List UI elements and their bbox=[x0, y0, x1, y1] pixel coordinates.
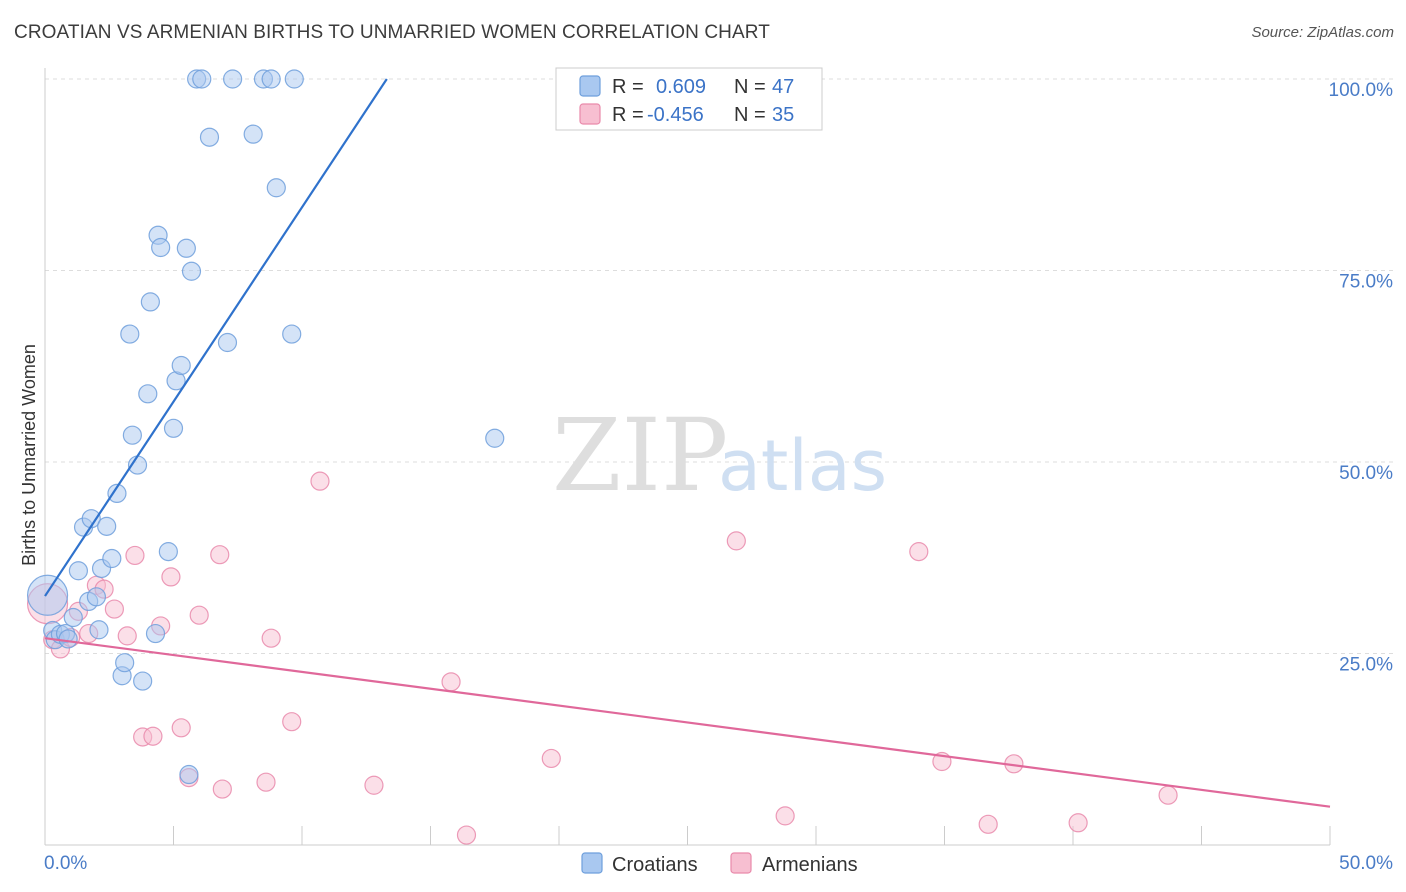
armenians-point-19 bbox=[212, 779, 232, 799]
y-tick-label-1: 50.0% bbox=[1339, 463, 1393, 484]
x-tick-labels: 0.0% 50.0% bbox=[44, 853, 1393, 874]
croatians-point-0 bbox=[26, 574, 69, 616]
armenians-point-26 bbox=[456, 825, 477, 845]
croatians-point-27 bbox=[151, 237, 171, 258]
croatians-point-7 bbox=[68, 561, 89, 581]
armenians-point-20 bbox=[256, 772, 276, 792]
chart-source: Source: ZipAtlas.com bbox=[1251, 24, 1394, 41]
armenians-point-35 bbox=[1158, 785, 1178, 805]
armenians-point-9 bbox=[117, 626, 137, 646]
series-croatians-points bbox=[26, 69, 505, 785]
y-axis-label: Births to Unmarried Women bbox=[19, 344, 39, 566]
legend-n-value-armenians: 35 bbox=[772, 104, 794, 126]
croatians-point-44 bbox=[282, 324, 302, 344]
x-tick-label-1: 50.0% bbox=[1339, 853, 1393, 874]
series-legend: Croatians Armenians bbox=[581, 852, 858, 876]
croatians-point-43 bbox=[266, 178, 286, 198]
armenians-point-23 bbox=[310, 471, 330, 491]
croatians-point-23 bbox=[138, 384, 158, 404]
croatians-point-38 bbox=[217, 332, 238, 353]
watermark-zip: ZIP bbox=[552, 397, 728, 514]
croatians-point-19 bbox=[120, 324, 140, 344]
croatians-point-42 bbox=[261, 69, 281, 89]
croatians-point-36 bbox=[192, 69, 212, 89]
armenians-point-14 bbox=[161, 567, 181, 587]
armenians-point-34 bbox=[1068, 813, 1088, 833]
y-tick-label-2: 75.0% bbox=[1339, 272, 1393, 293]
croatians-point-32 bbox=[176, 238, 196, 258]
armenians-point-21 bbox=[261, 628, 281, 648]
croatians-point-12 bbox=[89, 620, 109, 640]
croatians-point-31 bbox=[171, 355, 191, 376]
armenians-point-30 bbox=[909, 542, 929, 562]
croatians-point-39 bbox=[223, 69, 243, 89]
armenians-point-32 bbox=[978, 814, 998, 834]
croatians-point-33 bbox=[179, 764, 199, 785]
legend-r-value-croatians: 0.609 bbox=[656, 76, 706, 98]
croatians-point-29 bbox=[163, 418, 184, 438]
grid-lines bbox=[45, 78, 1395, 654]
y-tick-labels: 25.0% 50.0% 75.0% 100.0% bbox=[1329, 80, 1394, 676]
armenians-point-18 bbox=[210, 545, 230, 565]
watermark: ZIP atlas bbox=[552, 397, 887, 514]
croatians-point-22 bbox=[133, 671, 153, 691]
croatians-point-18 bbox=[115, 653, 135, 673]
croatians-point-20 bbox=[122, 425, 142, 445]
y-tick-label-0: 25.0% bbox=[1339, 655, 1393, 676]
armenians-point-25 bbox=[441, 672, 461, 692]
armenians-point-15 bbox=[171, 718, 191, 738]
legend-r-value-armenians: -0.456 bbox=[647, 104, 704, 126]
croatians-point-37 bbox=[199, 127, 220, 147]
croatians-point-40 bbox=[243, 124, 263, 144]
croatians-point-46 bbox=[284, 69, 304, 89]
croatians-point-16 bbox=[107, 483, 127, 504]
croatians-point-6 bbox=[63, 607, 83, 628]
croatians-point-5 bbox=[58, 629, 78, 649]
croatians-point-25 bbox=[145, 623, 166, 644]
legend-swatch-armenians bbox=[579, 103, 601, 125]
watermark-atlas: atlas bbox=[718, 425, 887, 507]
armenians-point-17 bbox=[189, 605, 209, 625]
croatians-regression-line bbox=[44, 78, 388, 597]
armenians-point-28 bbox=[726, 531, 746, 551]
bottom-legend-swatch-armenians bbox=[730, 852, 752, 874]
x-tick-label-0: 0.0% bbox=[44, 853, 87, 874]
legend-swatch-croatians bbox=[579, 75, 601, 97]
bottom-legend-swatch-croatians bbox=[581, 852, 603, 874]
legend-r-label-croatians: R = bbox=[612, 76, 644, 98]
armenians-point-22 bbox=[282, 712, 302, 732]
armenians-point-27 bbox=[541, 748, 561, 769]
croatians-point-45 bbox=[485, 428, 505, 448]
bottom-legend-label-croatians: Croatians bbox=[612, 854, 698, 876]
croatians-point-34 bbox=[181, 261, 202, 281]
armenians-point-12 bbox=[143, 726, 163, 746]
bottom-legend-label-armenians: Armenians bbox=[762, 854, 858, 876]
y-tick-label-3: 100.0% bbox=[1329, 80, 1394, 101]
regression-lines bbox=[44, 78, 1331, 808]
legend-n-label-croatians: N = bbox=[734, 76, 766, 98]
croatians-point-11 bbox=[86, 587, 107, 607]
croatians-point-28 bbox=[158, 542, 178, 562]
armenians-point-8 bbox=[104, 599, 124, 619]
chart-title: CROATIAN VS ARMENIAN BIRTHS TO UNMARRIED… bbox=[14, 22, 770, 43]
legend-r-label-armenians: R = bbox=[612, 104, 644, 126]
legend-n-value-croatians: 47 bbox=[772, 76, 794, 98]
croatians-point-15 bbox=[102, 548, 122, 569]
croatians-point-14 bbox=[97, 516, 117, 536]
correlation-legend: R = 0.609 N = 47 R = -0.456 N = 35 bbox=[555, 67, 823, 131]
armenians-point-29 bbox=[775, 806, 795, 826]
legend-n-label-armenians: N = bbox=[734, 104, 766, 126]
axes bbox=[44, 68, 1331, 846]
armenians-point-10 bbox=[125, 545, 145, 566]
armenians-regression-line bbox=[44, 637, 1331, 808]
croatians-point-24 bbox=[140, 292, 160, 312]
armenians-point-24 bbox=[364, 775, 384, 795]
